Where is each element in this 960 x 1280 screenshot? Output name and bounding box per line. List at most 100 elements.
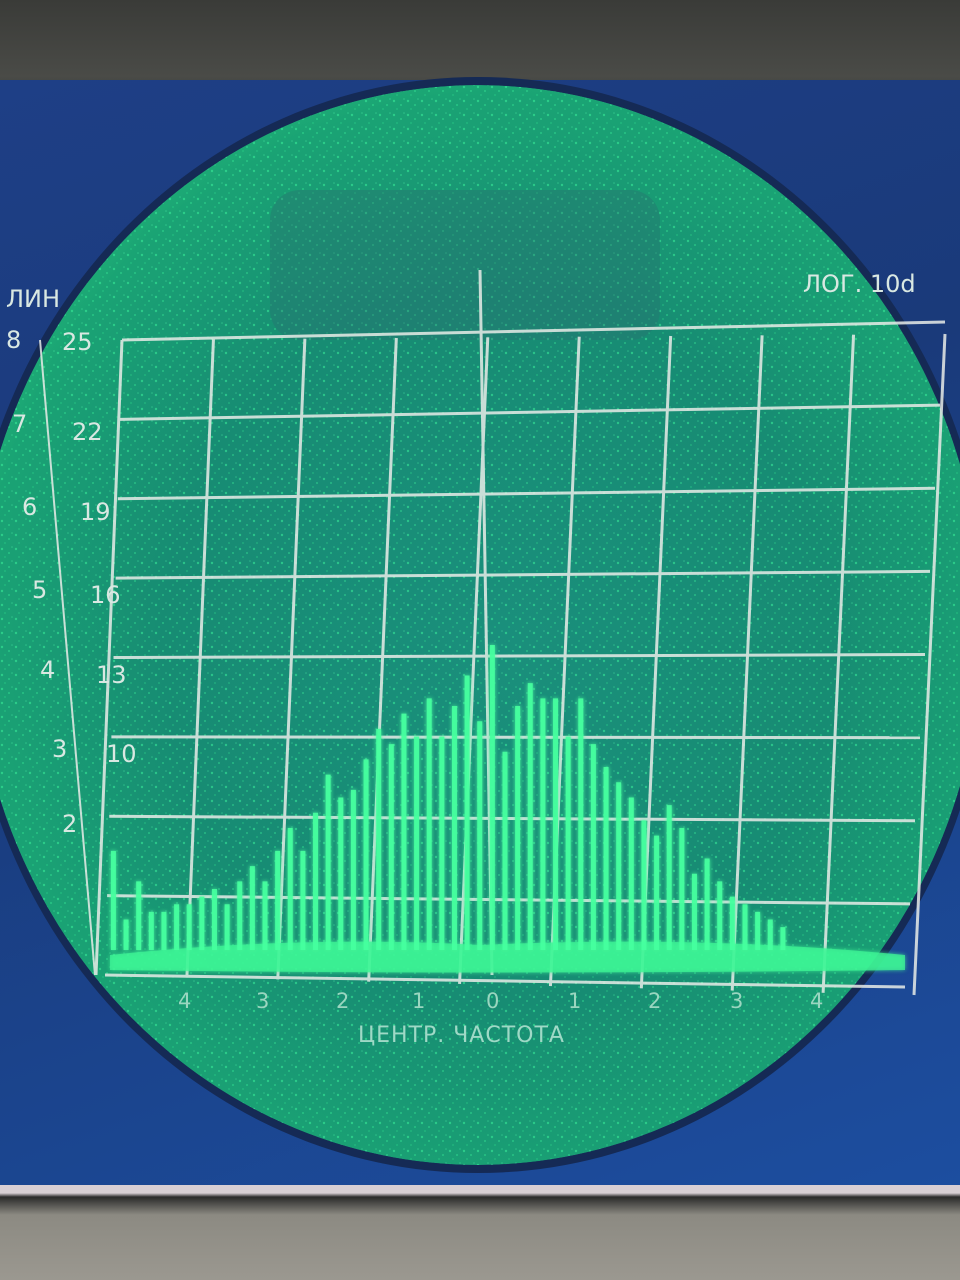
spectrum-line <box>350 789 356 950</box>
db-scale-tick-label: 19 <box>80 498 111 526</box>
spectrum-line <box>275 850 281 950</box>
spectrum-line <box>515 706 521 950</box>
spectrum-line <box>717 881 723 950</box>
db-scale-tick-label: 16 <box>90 581 121 609</box>
spectrum-line <box>755 911 761 950</box>
frequency-tick-label: 2 <box>648 989 661 1013</box>
spectrum-line <box>136 881 142 950</box>
spectrum-line <box>426 698 432 950</box>
grid-vertical-line <box>94 339 124 976</box>
frequency-tick-label: 2 <box>336 989 349 1013</box>
grid-horizontal-line <box>104 973 906 989</box>
spectrum-line <box>376 728 382 950</box>
spectrum-line <box>262 881 268 950</box>
spectrum-line <box>540 698 546 950</box>
spectrum-line <box>211 889 217 950</box>
grid-vertical-line <box>276 338 307 980</box>
grid-horizontal-line <box>109 814 916 823</box>
spectrum-line <box>224 904 230 950</box>
spectrum-line <box>603 767 609 950</box>
grid-horizontal-line <box>121 320 946 342</box>
lin-scale-tick-label: 8 <box>6 326 21 354</box>
spectrum-line <box>110 850 116 950</box>
lin-scale-tick-label: 4 <box>40 656 55 684</box>
db-scale-tick-label: 10 <box>106 740 137 768</box>
spectrum-trace <box>110 645 905 973</box>
spectrum-line <box>691 873 697 950</box>
spectrum-line <box>300 850 306 950</box>
grid-vertical-line <box>912 333 947 996</box>
graticule <box>39 269 947 996</box>
grid-horizontal-line <box>119 403 941 421</box>
grid-horizontal-line <box>113 653 926 659</box>
spectrum-line <box>174 904 180 950</box>
spectrum-line <box>123 919 129 950</box>
lin-scale-tick-label: 3 <box>52 735 67 763</box>
spectrum-line <box>148 911 154 950</box>
db-scale-tick-label: 13 <box>96 661 127 689</box>
spectrum-line <box>590 744 596 950</box>
left-ruler-line <box>39 339 96 976</box>
spectrum-line <box>249 866 255 950</box>
grid-vertical-line <box>367 337 398 982</box>
spectrum-line <box>553 698 559 950</box>
lin-scale-tick-label: 5 <box>32 576 47 604</box>
spectrum-line <box>704 858 710 950</box>
spectrum-line <box>161 911 167 950</box>
spectrum-line <box>477 721 483 950</box>
frequency-tick-label: 4 <box>810 989 823 1013</box>
db-scale-tick-label: 25 <box>62 328 93 356</box>
glass-reflection <box>270 190 660 340</box>
spectrum-line <box>628 797 634 950</box>
spectrum-line <box>641 820 647 950</box>
db-scale-tick-label: 22 <box>72 418 103 446</box>
spectrum-line <box>729 896 735 950</box>
frequency-tick-label: 3 <box>256 989 269 1013</box>
frequency-tick-label: 0 <box>486 989 499 1013</box>
spectrum-line <box>666 805 672 950</box>
frequency-tick-label: 1 <box>568 989 581 1013</box>
phosphor-noise <box>0 85 960 1165</box>
spectrum-line <box>451 706 457 950</box>
lin-scale-tick-label: 2 <box>62 810 77 838</box>
spectrum-line <box>527 683 533 950</box>
spectrum-line <box>237 881 243 950</box>
spectrum-line <box>616 782 622 950</box>
spectrum-line <box>199 896 205 950</box>
spectrum-line <box>742 904 748 950</box>
spectrum-line <box>578 698 584 950</box>
spectrum-line <box>363 759 369 950</box>
spectrum-line <box>401 713 407 950</box>
lin-scale-tick-label: 7 <box>12 410 27 438</box>
grid-horizontal-line <box>115 569 931 580</box>
lin-scale-tick-label: 6 <box>22 493 37 521</box>
grid-vertical-line <box>821 334 856 993</box>
lower-bezel <box>0 1185 960 1280</box>
spectrum-line <box>325 774 331 950</box>
spectrum-line <box>313 812 319 950</box>
spectrum-line <box>502 751 508 950</box>
lin-scale: 8 7 6 5 4 3 2 <box>6 326 77 838</box>
spectrum-line <box>489 645 495 950</box>
spectrum-line <box>439 736 445 950</box>
spectrum-line <box>186 904 192 950</box>
spectrum-line <box>679 828 685 950</box>
spectrum-line <box>338 797 344 950</box>
grid-horizontal-line <box>117 486 936 501</box>
grid-vertical-line <box>730 335 764 991</box>
frequency-tick-label: 3 <box>730 989 743 1013</box>
db-scale: 25 22 19 16 13 10 <box>62 328 137 768</box>
frequency-tick-label: 1 <box>412 989 425 1013</box>
log-label: ЛОГ. 10d <box>803 270 916 298</box>
frequency-tick-label: 4 <box>178 989 191 1013</box>
spectrum-line <box>654 835 660 950</box>
frequency-scale: 4 3 2 1 0 1 2 3 4 <box>178 989 823 1013</box>
spectrum-line <box>414 736 420 950</box>
spectrum-line <box>565 736 571 950</box>
spectrum-line <box>388 744 394 950</box>
center-frequency-caption: ЦЕНТР. ЧАСТОТА <box>358 1023 565 1048</box>
spectrum-line <box>767 919 773 950</box>
spectrum-line <box>464 675 470 950</box>
